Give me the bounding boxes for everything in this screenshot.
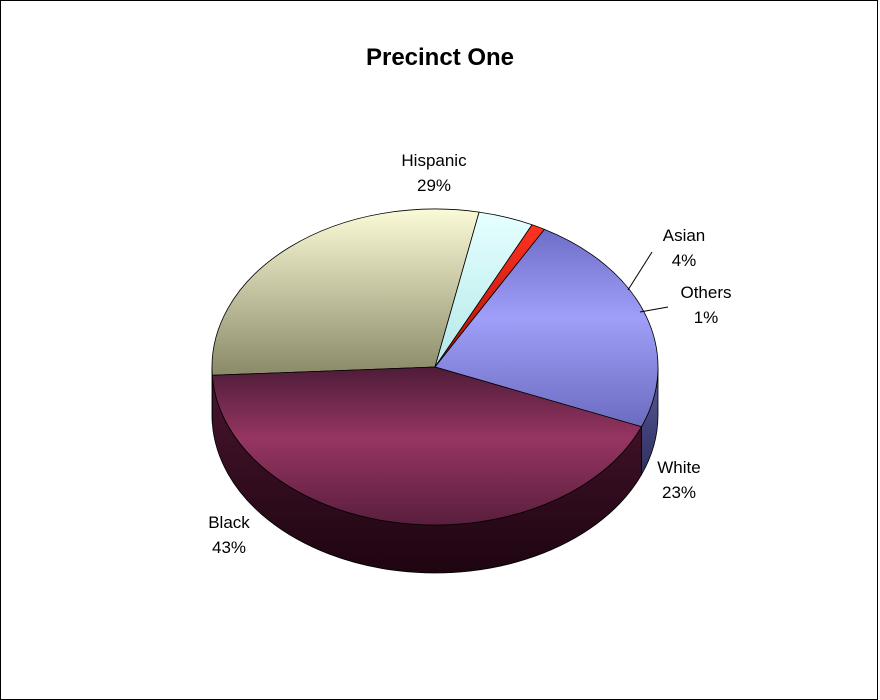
- leader-line-asian: [628, 252, 652, 290]
- pie-slice-hispanic: [212, 209, 479, 375]
- slice-label-asian: Asian: [663, 226, 706, 245]
- slice-label-hispanic: Hispanic: [401, 151, 467, 170]
- slice-percent-white: 23%: [662, 483, 696, 502]
- slice-percent-hispanic: 29%: [417, 176, 451, 195]
- slice-label-others: Others: [680, 283, 731, 302]
- slice-percent-others: 1%: [694, 308, 719, 327]
- slice-label-white: White: [657, 458, 700, 477]
- leader-line-others: [640, 307, 668, 312]
- slice-percent-asian: 4%: [672, 251, 697, 270]
- pie-chart: Hispanic 29% Asian 4% Others 1% White 23% Black 4…: [0, 0, 880, 665]
- slice-percent-black: 43%: [212, 538, 246, 557]
- slice-label-black: Black: [208, 513, 250, 532]
